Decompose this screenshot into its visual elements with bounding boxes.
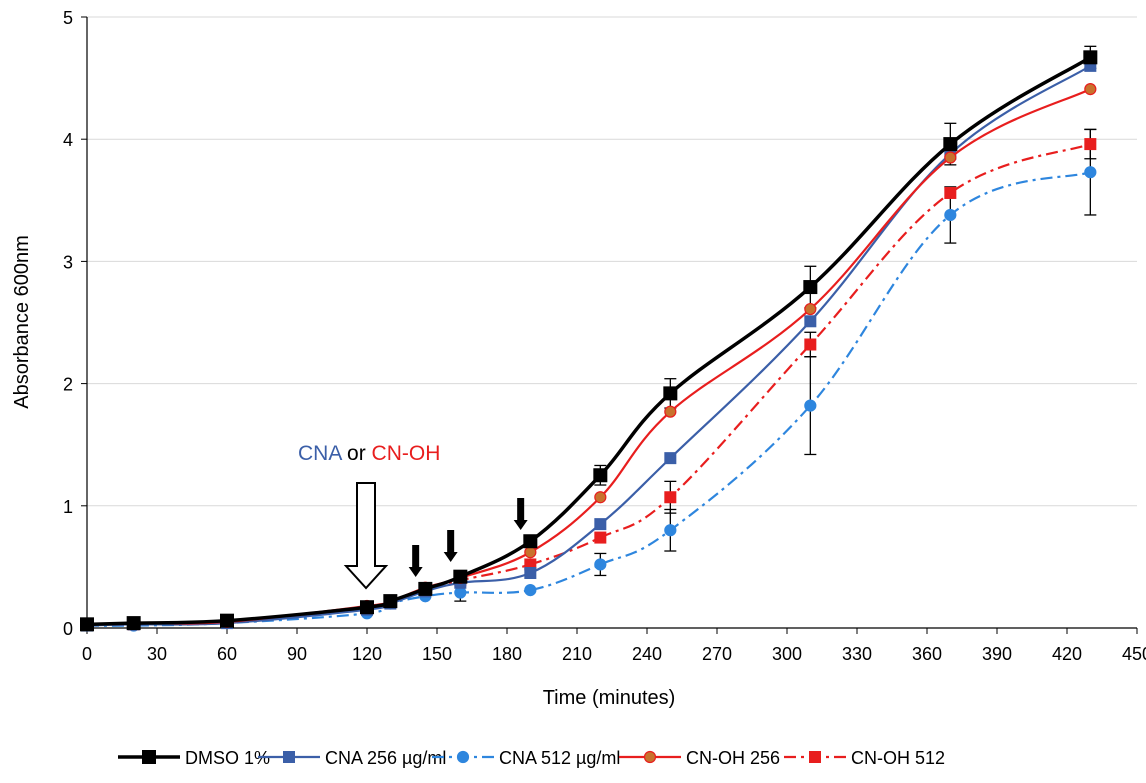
data-point — [1084, 166, 1097, 179]
annotation-or: or — [341, 442, 371, 465]
addition-arrow — [513, 498, 528, 530]
y-tick-label: 1 — [63, 497, 73, 517]
y-tick-label: 5 — [63, 8, 73, 28]
data-point — [594, 531, 607, 544]
x-tick-label: 450 — [1122, 644, 1146, 664]
legend-marker — [456, 750, 470, 764]
data-point — [1084, 82, 1097, 96]
data-point — [453, 569, 468, 584]
data-point — [664, 452, 677, 465]
data-point — [593, 468, 608, 483]
data-point — [524, 567, 537, 580]
legend-marker — [643, 750, 657, 764]
data-point — [804, 338, 817, 351]
data-point — [80, 617, 94, 632]
legend-label: CNA 256 µg/ml — [325, 748, 446, 768]
series-line — [86, 64, 1091, 627]
x-tick-label: 330 — [842, 644, 872, 664]
y-tick-label: 2 — [63, 375, 73, 395]
data-point — [943, 137, 958, 152]
data-point — [1084, 138, 1097, 151]
series — [80, 45, 1098, 632]
data-point — [383, 594, 398, 609]
x-tick-label: 270 — [702, 644, 732, 664]
data-point — [1083, 50, 1098, 65]
data-point — [664, 491, 677, 504]
data-point — [594, 491, 607, 504]
series-line — [86, 143, 1091, 626]
data-point — [804, 315, 817, 328]
x-tick-label: 90 — [287, 644, 307, 664]
y-tick-label: 0 — [63, 619, 73, 639]
data-point — [594, 518, 607, 531]
legend-label: CNA 512 µg/ml — [499, 748, 620, 768]
legend-label: CN-OH 512 — [851, 748, 945, 768]
data-point — [804, 399, 817, 412]
x-tick-label: 390 — [982, 644, 1012, 664]
data-point — [803, 280, 818, 295]
data-point — [944, 151, 957, 164]
data-point — [524, 584, 537, 597]
legend: DMSO 1% CNA 256 µg/ml CNA 512 µg/ml CN-OH 2… — [118, 748, 945, 768]
legend-marker — [809, 751, 821, 763]
y-tick-label: 4 — [63, 130, 73, 150]
x-tick-label: 120 — [352, 644, 382, 664]
annotation-cna: CNA — [298, 442, 342, 465]
legend-label: CN-OH 256 — [686, 748, 780, 768]
data-point — [944, 208, 957, 222]
x-tick-label: 300 — [772, 644, 802, 664]
data-point — [664, 405, 677, 418]
series-line — [86, 88, 1091, 626]
dose-arrow — [343, 482, 389, 590]
legend-label: DMSO 1% — [185, 748, 270, 768]
data-point — [663, 386, 678, 401]
addition-arrow — [443, 530, 458, 562]
data-point — [523, 534, 538, 549]
x-tick-label: 60 — [217, 644, 237, 664]
x-tick-label: 150 — [422, 644, 452, 664]
data-point — [524, 546, 537, 559]
data-point — [360, 600, 374, 615]
x-axis-label: Time (minutes) — [543, 687, 676, 709]
annotations: CNA or CN-OH — [298, 442, 528, 590]
data-point — [664, 524, 677, 537]
series-line — [86, 55, 1092, 627]
data-point — [944, 186, 957, 199]
data-point — [418, 581, 433, 596]
treatment-annotation: CNA or CN-OH — [298, 442, 440, 465]
addition-arrow — [408, 545, 423, 577]
x-tick-label: 180 — [492, 644, 522, 664]
x-tick-label: 360 — [912, 644, 942, 664]
x-tick-label: 30 — [147, 644, 167, 664]
y-tick-label: 3 — [63, 252, 73, 272]
data-point — [126, 616, 141, 631]
legend-marker — [142, 750, 156, 764]
series-line — [86, 171, 1091, 627]
x-tick-label: 240 — [632, 644, 662, 664]
data-point — [804, 302, 817, 316]
gridlines — [87, 16, 1137, 507]
y-axis-label: Absorbance 600nm — [11, 235, 33, 408]
x-tick-label: 0 — [82, 644, 92, 664]
data-point — [594, 558, 607, 571]
legend-marker — [283, 751, 295, 763]
x-tick-label: 420 — [1052, 644, 1082, 664]
annotation-cn-oh: CN-OH — [372, 442, 441, 465]
data-point — [220, 613, 234, 628]
x-tick-label: 210 — [562, 644, 592, 664]
